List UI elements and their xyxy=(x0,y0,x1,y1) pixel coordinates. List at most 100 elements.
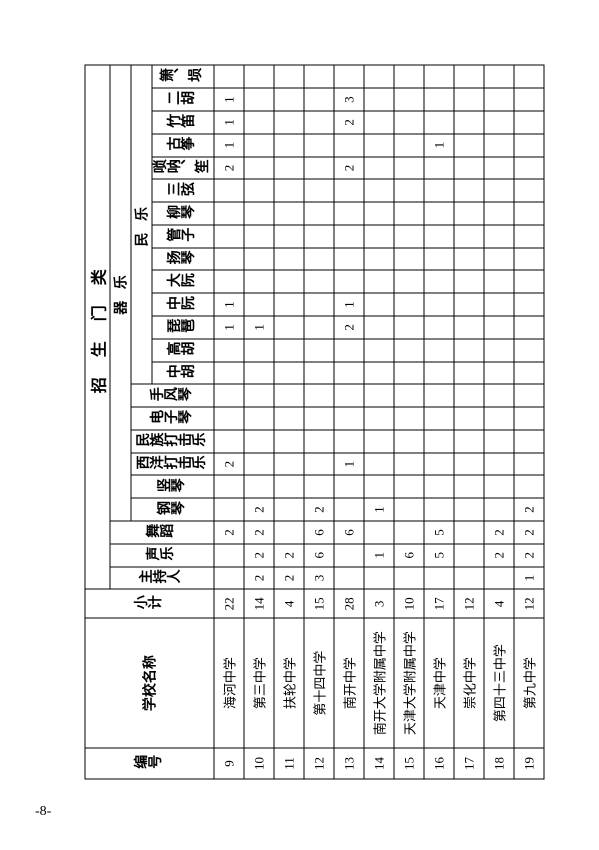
cell-value xyxy=(514,65,544,88)
cell-value: 2 xyxy=(334,316,364,339)
cell-value xyxy=(334,225,364,248)
cell-value xyxy=(364,270,394,293)
cell-value: 1 xyxy=(214,293,244,316)
cell-value xyxy=(514,225,544,248)
cell-value xyxy=(394,476,424,499)
cell-value xyxy=(424,248,454,271)
col-sanxian: 三弦 xyxy=(152,179,214,202)
cell-value xyxy=(244,339,274,362)
cell-value xyxy=(484,88,514,111)
cell-value xyxy=(274,362,304,385)
cell-value xyxy=(454,339,484,362)
cell-value xyxy=(514,384,544,407)
cell-value xyxy=(514,476,544,499)
cell-value: 2 xyxy=(244,567,274,590)
col-keyboard: 电子琴 xyxy=(131,407,214,430)
cell-id: 19 xyxy=(514,748,544,779)
cell-value: 2 xyxy=(514,544,544,567)
col-zhudi: 竹笛 xyxy=(152,111,214,134)
cell-value: 2 xyxy=(244,521,274,544)
cell-value xyxy=(274,407,304,430)
cell-id: 10 xyxy=(244,748,274,779)
cell-value: 2 xyxy=(214,521,244,544)
col-school: 学校名称 xyxy=(85,618,214,748)
cell-value xyxy=(484,362,514,385)
cell-value xyxy=(454,65,484,88)
cell-value: 1 xyxy=(214,134,244,157)
col-dance: 舞蹈 xyxy=(110,521,214,544)
cell-value: 1 xyxy=(514,567,544,590)
cell-value xyxy=(484,430,514,453)
cell-value xyxy=(364,111,394,134)
cell-value: 2 xyxy=(514,498,544,521)
cell-value xyxy=(274,134,304,157)
cell-value xyxy=(274,157,304,180)
cell-value xyxy=(514,362,544,385)
cell-value xyxy=(334,65,364,88)
cell-value xyxy=(514,248,544,271)
cell-value xyxy=(304,179,334,202)
cell-subtotal: 10 xyxy=(394,589,424,618)
cell-value xyxy=(424,567,454,590)
cell-value xyxy=(244,179,274,202)
cell-value xyxy=(274,111,304,134)
col-erhu: 二胡 xyxy=(152,88,214,111)
cell-value xyxy=(394,339,424,362)
cell-value xyxy=(484,111,514,134)
cell-value xyxy=(214,362,244,385)
cell-value xyxy=(424,293,454,316)
cell-value xyxy=(364,430,394,453)
cell-value: 2 xyxy=(214,453,244,476)
cell-value xyxy=(364,339,394,362)
cell-value: 2 xyxy=(304,498,334,521)
col-host: 主持人 xyxy=(110,567,214,590)
col-zhonghu: 中胡 xyxy=(152,362,214,385)
cell-value xyxy=(304,362,334,385)
cell-subtotal: 15 xyxy=(304,589,334,618)
cell-value xyxy=(274,498,304,521)
cell-value xyxy=(484,179,514,202)
cell-value xyxy=(394,202,424,225)
table-row: 17崇化中学12 xyxy=(454,65,484,779)
cell-value xyxy=(484,225,514,248)
cell-value: 6 xyxy=(394,544,424,567)
cell-value xyxy=(364,134,394,157)
cell-value xyxy=(334,339,364,362)
cell-value: 6 xyxy=(304,544,334,567)
cell-value xyxy=(424,476,454,499)
cell-value xyxy=(394,88,424,111)
col-guanzi: 管子 xyxy=(152,225,214,248)
cell-value xyxy=(334,476,364,499)
cell-value xyxy=(244,453,274,476)
cell-value xyxy=(484,270,514,293)
cell-value xyxy=(244,476,274,499)
cell-subtotal: 12 xyxy=(454,589,484,618)
cell-value xyxy=(214,498,244,521)
cell-value xyxy=(364,157,394,180)
cell-value xyxy=(274,339,304,362)
cell-value xyxy=(304,476,334,499)
table-row: 15天津大学附属中学106 xyxy=(394,65,424,779)
cell-value xyxy=(214,202,244,225)
cell-subtotal: 17 xyxy=(424,589,454,618)
cell-value xyxy=(394,316,424,339)
cell-school: 天津中学 xyxy=(424,618,454,748)
cell-value xyxy=(454,225,484,248)
cell-value xyxy=(334,134,364,157)
cell-value: 2 xyxy=(514,521,544,544)
cell-value xyxy=(304,225,334,248)
cell-value xyxy=(274,225,304,248)
cell-value: 1 xyxy=(334,453,364,476)
cell-value xyxy=(394,157,424,180)
cell-value: 1 xyxy=(244,316,274,339)
cell-value xyxy=(394,384,424,407)
col-main-category: 招 生 门 类 xyxy=(85,65,110,589)
cell-value xyxy=(484,316,514,339)
cell-value xyxy=(484,293,514,316)
cell-value: 2 xyxy=(274,544,304,567)
cell-value xyxy=(214,430,244,453)
cell-value xyxy=(394,521,424,544)
col-pipa: 琵琶 xyxy=(152,316,214,339)
cell-value xyxy=(454,430,484,453)
cell-value xyxy=(304,202,334,225)
